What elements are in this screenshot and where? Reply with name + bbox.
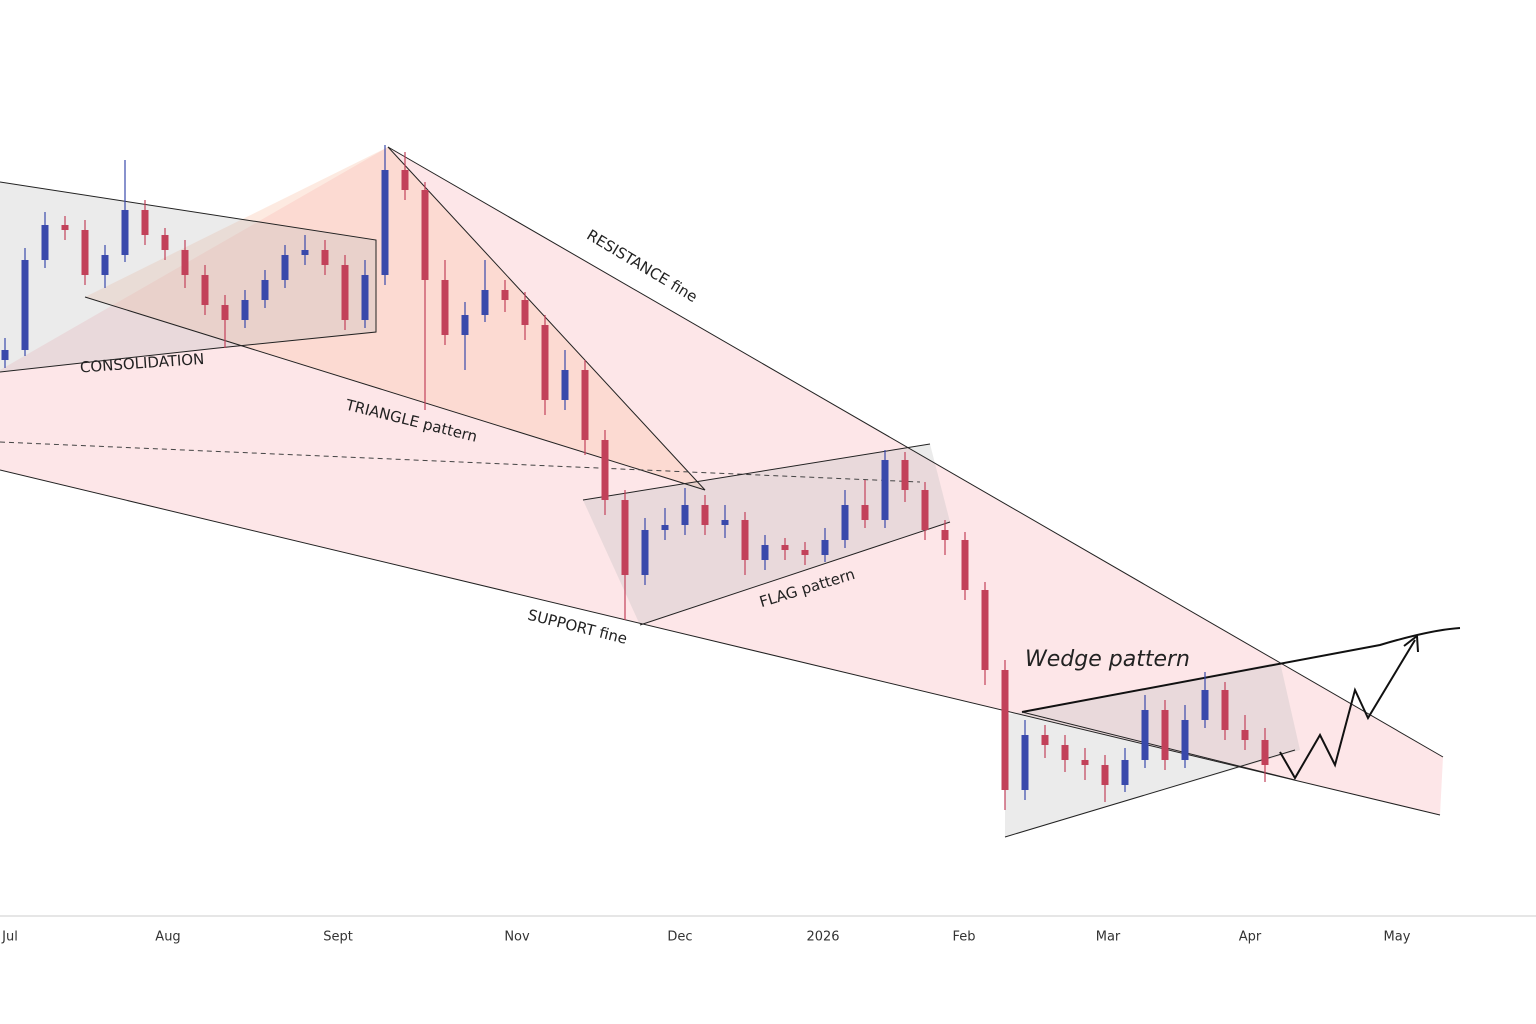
- candle-body: [1061, 745, 1069, 760]
- candle-body: [861, 505, 869, 520]
- candle-body: [441, 280, 449, 335]
- candle-body: [601, 440, 609, 500]
- x-tick-label: Feb: [952, 930, 975, 945]
- candle-body: [1081, 760, 1089, 765]
- x-tick-label: May: [1384, 930, 1411, 945]
- candle-body: [881, 460, 889, 520]
- candle-body: [121, 210, 129, 255]
- consolidation-box: [0, 182, 376, 372]
- candle-body: [1021, 735, 1029, 790]
- candle-body: [161, 235, 169, 250]
- candle-body: [541, 325, 549, 400]
- candle-body: [301, 250, 309, 255]
- triangle-upper: [387, 146, 706, 491]
- candle-body: [401, 170, 409, 190]
- candle-body: [201, 275, 209, 305]
- candle-body: [481, 290, 489, 315]
- candle-body: [61, 225, 69, 230]
- wedge-lower: [1004, 749, 1296, 838]
- triangle-fill: [85, 147, 705, 490]
- candle-body: [241, 300, 249, 320]
- candle-body: [1041, 735, 1049, 745]
- wedge-label: Wedge pattern: [1025, 647, 1190, 672]
- arrow-head: [1403, 634, 1419, 653]
- candle-body: [921, 490, 929, 530]
- candle-body: [1121, 760, 1129, 785]
- candles: [1, 145, 1269, 810]
- flag-upper: [582, 443, 931, 501]
- candle-body: [281, 255, 289, 280]
- candle-body: [741, 520, 749, 560]
- candle-body: [141, 210, 149, 235]
- candle-body: [661, 525, 669, 530]
- candle-body: [41, 225, 49, 260]
- candle-body: [561, 370, 569, 400]
- candle-body: [181, 250, 189, 275]
- x-tick-label: Sept: [323, 930, 353, 945]
- consolidation-outline: [0, 181, 377, 373]
- candle-body: [1141, 710, 1149, 760]
- candle-body: [801, 550, 809, 555]
- candle-body: [961, 540, 969, 590]
- x-tick-label: Jul: [1, 930, 18, 945]
- candle-body: [1241, 730, 1249, 740]
- candle-body: [261, 280, 269, 300]
- candle-body: [1201, 690, 1209, 720]
- wedge-inner: [1021, 711, 1296, 781]
- candle-body: [821, 540, 829, 555]
- candle-body: [321, 250, 329, 265]
- candle-body: [1261, 740, 1269, 765]
- candle-body: [1101, 765, 1109, 785]
- candle-body: [841, 505, 849, 540]
- channel-fill: [0, 147, 1443, 815]
- candle-body: [1, 350, 9, 360]
- candle-body: [901, 460, 909, 490]
- candle-body: [1001, 670, 1009, 790]
- candle-body: [81, 230, 89, 275]
- x-tick-label: Dec: [667, 930, 692, 945]
- candle-body: [341, 265, 349, 320]
- flag-lower: [639, 521, 951, 626]
- x-tick-label: Nov: [504, 930, 530, 945]
- candle-body: [101, 255, 109, 275]
- x-tick-label: 2026: [806, 930, 839, 945]
- candle-body: [501, 290, 509, 300]
- candle-body: [1181, 720, 1189, 760]
- candle-body: [461, 315, 469, 335]
- candle-body: [221, 305, 229, 320]
- candle-body: [981, 590, 989, 670]
- resistance-line: [387, 146, 1444, 758]
- x-tick-label: Mar: [1096, 930, 1121, 945]
- projection-arrow: [1279, 639, 1416, 780]
- x-tick-labels: Jul Aug Sept Nov Dec 2026 Feb Mar Apr May: [1, 930, 1411, 945]
- wedge-upper: [1021, 627, 1461, 713]
- dashed-level: [0, 441, 921, 483]
- candle-body: [521, 300, 529, 325]
- candle-body: [361, 275, 369, 320]
- flag-box: [583, 444, 950, 625]
- support-line: [0, 469, 1441, 816]
- candle-body: [761, 545, 769, 560]
- candle-body: [701, 505, 709, 525]
- candle-body: [1161, 710, 1169, 760]
- candle-body: [421, 190, 429, 280]
- candle-body: [641, 530, 649, 575]
- candle-body: [681, 505, 689, 525]
- candle-body: [781, 545, 789, 550]
- candle-body: [941, 530, 949, 540]
- x-tick-label: Apr: [1239, 930, 1262, 945]
- candle-body: [721, 520, 729, 525]
- candle-body: [1221, 690, 1229, 730]
- candle-body: [381, 170, 389, 275]
- candle-body: [581, 370, 589, 440]
- candle-body: [621, 500, 629, 575]
- candle-body: [21, 260, 29, 350]
- x-tick-label: Aug: [155, 930, 180, 945]
